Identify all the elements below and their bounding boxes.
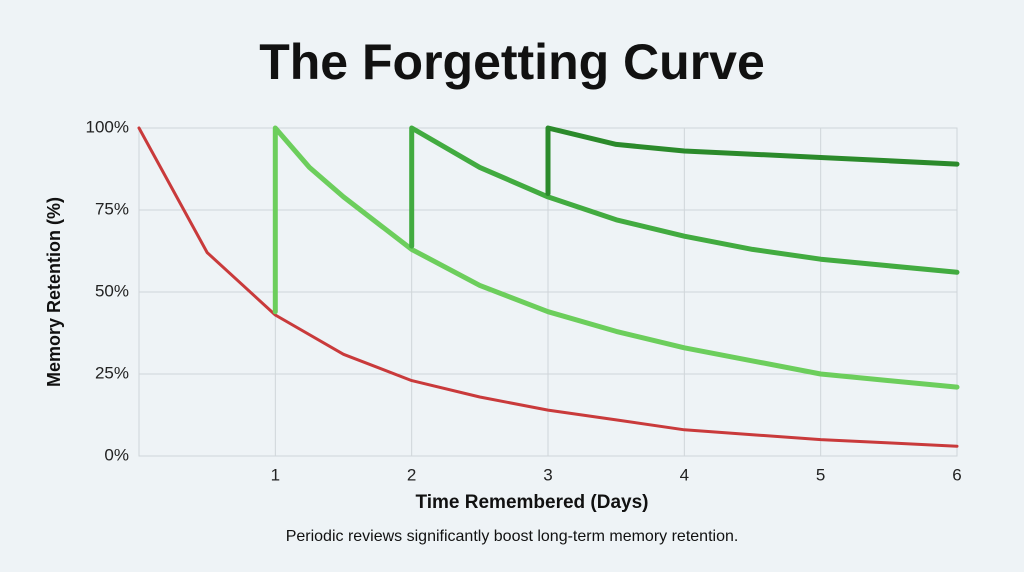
y-tick-label: 25% (95, 363, 129, 382)
y-axis-label: Memory Retention (%) (44, 197, 64, 387)
series-line (409, 125, 960, 275)
y-tick-label: 50% (95, 281, 129, 300)
y-tick-label: 100% (86, 117, 129, 136)
chart-title: The Forgetting Curve (259, 34, 765, 90)
x-tick-label: 3 (543, 465, 552, 484)
series-line (272, 125, 960, 390)
x-axis-label: Time Remembered (Days) (415, 492, 648, 513)
y-tick-label: 0% (104, 445, 129, 464)
x-tick-label: 4 (680, 465, 689, 484)
y-tick-label: 75% (95, 199, 129, 218)
x-tick-label: 1 (271, 465, 280, 484)
x-tick-label: 6 (952, 465, 961, 484)
series-line (545, 125, 960, 197)
series-line (137, 126, 959, 448)
x-tick-label: 5 (816, 465, 825, 484)
x-tick-label: 2 (407, 465, 416, 484)
caption: Periodic reviews significantly boost lon… (286, 528, 739, 545)
